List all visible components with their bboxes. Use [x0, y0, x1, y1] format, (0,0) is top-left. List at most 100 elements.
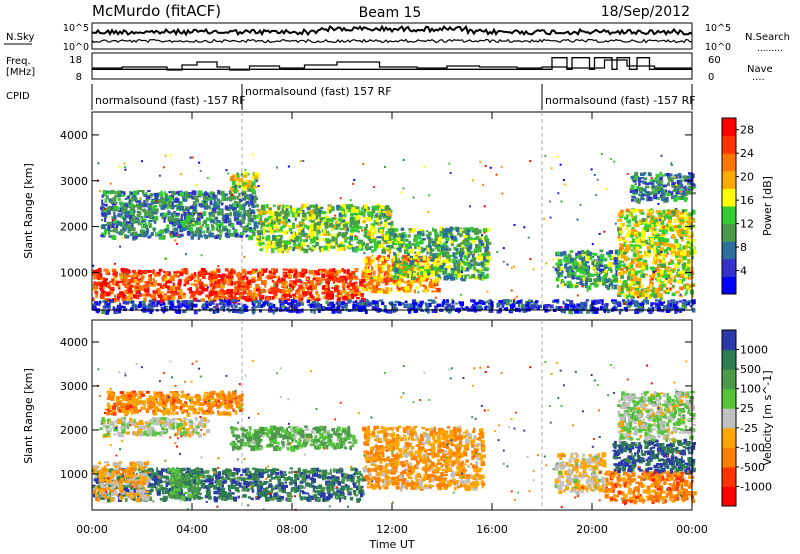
- heatmap-cell: [631, 226, 635, 229]
- heatmap-cell: [429, 259, 435, 262]
- heatmap-cell: [193, 279, 199, 282]
- heatmap-cell: [666, 223, 669, 227]
- heatmap-cell: [132, 190, 138, 196]
- heatmap-cell: [173, 289, 176, 293]
- heatmap-cell: [389, 277, 394, 281]
- heatmap-cell: [116, 295, 120, 300]
- heatmap-cell: [684, 185, 687, 191]
- cpid-label: CPID: [6, 91, 30, 102]
- heatmap-cell: [678, 294, 683, 298]
- heatmap-cell: [326, 218, 331, 223]
- heatmap-cell: [324, 225, 329, 229]
- heatmap-cell: [132, 221, 136, 224]
- heatmap-cell: [159, 198, 164, 203]
- heatmap-cell: [674, 239, 679, 244]
- heatmap-cell: [284, 212, 289, 216]
- heatmap-cell: [152, 290, 158, 294]
- heatmap-cell: [230, 176, 235, 181]
- heatmap-cell: [183, 267, 188, 273]
- heatmap-cell: [654, 241, 659, 247]
- heatmap-cell: [168, 201, 171, 206]
- heatmap-cell: [217, 290, 221, 295]
- heatmap-cell: [153, 215, 159, 221]
- heatmap-cell: [606, 277, 610, 280]
- heatmap-cell: [644, 222, 647, 226]
- heatmap-cell: [689, 305, 693, 308]
- heatmap-cell: [197, 195, 201, 198]
- heatmap-cell: [338, 212, 343, 218]
- heatmap-cell: [118, 231, 121, 235]
- heatmap-cell: [557, 279, 563, 282]
- heatmap-cell: [128, 292, 133, 298]
- heatmap-cell: [677, 197, 681, 200]
- heatmap-cell: [649, 244, 654, 248]
- heatmap-cell: [324, 296, 328, 300]
- heatmap-cell: [278, 212, 282, 217]
- heatmap-cell: [317, 282, 321, 286]
- heatmap-cell: [249, 226, 253, 229]
- heatmap-cell: [486, 267, 489, 271]
- heatmap-cell: [569, 284, 574, 289]
- heatmap-cell: [175, 212, 180, 216]
- heatmap-cell: [636, 250, 640, 255]
- heatmap-cell: [124, 279, 129, 283]
- heatmap-cell: [335, 308, 339, 314]
- heatmap-cell: [486, 253, 491, 257]
- heatmap-cell: [620, 209, 624, 213]
- heatmap-cell: [204, 271, 208, 275]
- heatmap-cell: [392, 227, 397, 233]
- heatmap-cell: [657, 273, 660, 276]
- heatmap-cell: [255, 283, 260, 289]
- heatmap-cell: [111, 278, 115, 282]
- heatmap-cell: [316, 293, 320, 299]
- heatmap-cell: [659, 269, 664, 275]
- heatmap-cell: [461, 276, 466, 282]
- heatmap-cell: [373, 285, 379, 291]
- heatmap-cell: [316, 206, 321, 209]
- heatmap-cell: [98, 273, 103, 278]
- heatmap-cell: [325, 274, 331, 278]
- heatmap-cell: [452, 252, 456, 257]
- heatmap-cell: [681, 266, 686, 270]
- heatmap-cell: [658, 287, 662, 291]
- heatmap-cell: [291, 300, 295, 305]
- heatmap-cell: [667, 215, 672, 220]
- heatmap-cell: [656, 245, 661, 248]
- heatmap-cell: [638, 250, 642, 254]
- heatmap-cell: [385, 231, 390, 236]
- heatmap-cell: [443, 233, 448, 238]
- heatmap-cell: [298, 242, 303, 247]
- heatmap-cell: [188, 275, 193, 279]
- heatmap-cell: [203, 284, 208, 287]
- heatmap-cell: [201, 274, 206, 279]
- heatmap-cell: [278, 240, 283, 244]
- heatmap-cell: [332, 245, 336, 249]
- heatmap-cell: [653, 217, 657, 220]
- heatmap-cell: [655, 235, 658, 239]
- heatmap-cell: [176, 205, 179, 210]
- heatmap-cell: [650, 220, 656, 223]
- heatmap-cell: [150, 211, 155, 215]
- heatmap-cell: [451, 300, 455, 303]
- heatmap-cell: [323, 278, 328, 281]
- heatmap-cell: [661, 254, 666, 259]
- heatmap-cell: [400, 264, 406, 267]
- heatmap-cell: [146, 228, 149, 233]
- heatmap-cell: [612, 279, 617, 282]
- heatmap-cell: [636, 270, 642, 273]
- heatmap-cell: [567, 257, 572, 263]
- heatmap-cell: [242, 195, 246, 201]
- heatmap-cell: [250, 217, 254, 223]
- heatmap-cell: [327, 207, 331, 210]
- heatmap-cell: [688, 172, 691, 175]
- heatmap-cell: [332, 278, 336, 284]
- heatmap-cell: [185, 208, 188, 212]
- heatmap-cell: [658, 180, 662, 185]
- heatmap-cell: [116, 190, 121, 195]
- heatmap-cell: [640, 195, 644, 200]
- heatmap-cell: [653, 246, 656, 251]
- heatmap-cell: [463, 246, 469, 250]
- heatmap-cell: [191, 195, 194, 200]
- heatmap-cell: [343, 271, 347, 274]
- heatmap-cell: [638, 181, 641, 186]
